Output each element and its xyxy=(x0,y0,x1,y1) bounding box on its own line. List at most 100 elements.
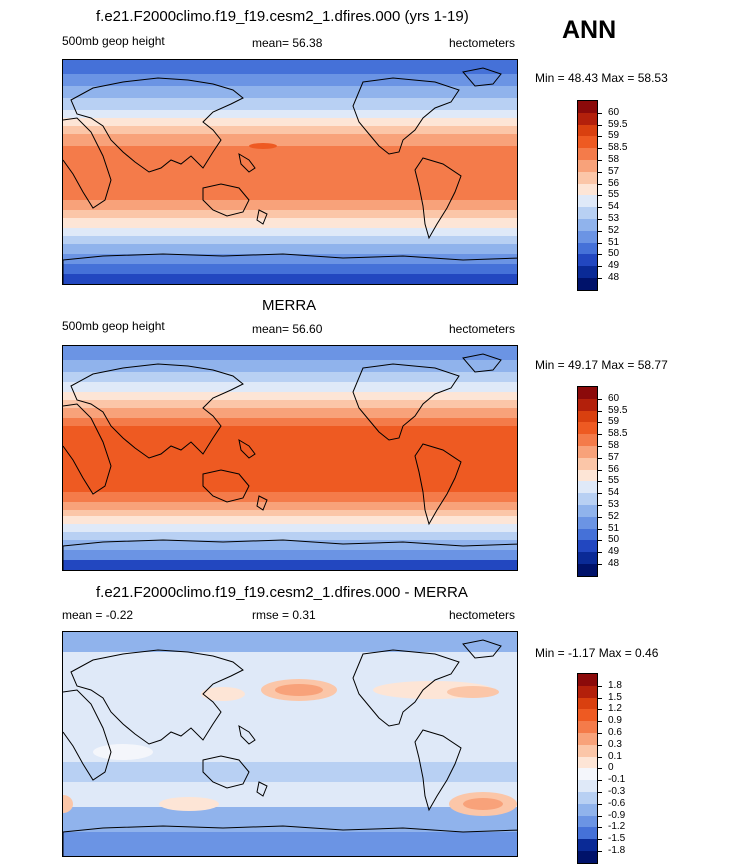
colorbar-swatch xyxy=(578,481,597,494)
colorbar-tick-label: 0.6 xyxy=(608,727,622,738)
panel-2-title: MERRA xyxy=(262,297,317,314)
colorbar-tick xyxy=(597,493,602,495)
panel-2-contour-band xyxy=(63,492,517,502)
panel-3-units-label: hectometers xyxy=(449,608,516,622)
colorbar-swatch xyxy=(578,148,597,161)
panel-3-anomaly-region xyxy=(93,744,153,760)
panel-1-coastline xyxy=(414,157,462,240)
colorbar-tick-label: 0.3 xyxy=(608,738,622,750)
panel-1-contour-band xyxy=(63,274,517,284)
colorbar-tick xyxy=(597,768,602,770)
colorbar-tick-label: -0.6 xyxy=(608,797,626,809)
colorbar-swatch xyxy=(578,803,597,817)
colorbar-tick-label: 48 xyxy=(608,558,620,569)
colorbar-tick xyxy=(597,697,602,699)
panel-3-contour-band xyxy=(63,832,517,856)
colorbar-tick-label: 49 xyxy=(608,260,620,272)
colorbar-tick-label: 59.5 xyxy=(608,404,628,416)
panel-2-coastline xyxy=(63,539,517,570)
panel-2-contour-band xyxy=(63,540,517,550)
colorbar-tick-label: 55 xyxy=(608,475,620,487)
panel-2-contour-band xyxy=(63,524,517,532)
panel-1-coastline xyxy=(63,253,517,284)
colorbar-swatch xyxy=(578,564,597,577)
panel-3-map xyxy=(62,631,518,857)
colorbar-tick xyxy=(597,124,602,126)
colorbar-tick-label: 57 xyxy=(608,165,620,177)
colorbar-tick-label: 0.1 xyxy=(608,750,622,762)
panel-2-colorbar-box xyxy=(577,386,598,577)
panel-3-coastline xyxy=(238,724,256,745)
panel-2-coastline xyxy=(202,469,250,503)
colorbar-swatch xyxy=(578,457,597,471)
colorbar-tick-label: 50 xyxy=(608,534,620,546)
colorbar-tick xyxy=(597,827,602,829)
panel-1-contour-band xyxy=(63,110,517,118)
panel-2-contour-band xyxy=(63,426,517,492)
colorbar-tick xyxy=(597,815,602,817)
panel-1-contour-band xyxy=(63,200,517,210)
colorbar-tick xyxy=(597,242,602,244)
panel-2-contour-band xyxy=(63,400,517,408)
panel-3-anomaly-region xyxy=(201,687,245,701)
panel-1-units-label: hectometers xyxy=(449,36,516,50)
colorbar-tick-label: 59.5 xyxy=(608,118,628,130)
panel-1-variable-label: 500mb geop height xyxy=(62,34,165,48)
colorbar-tick-label: 49 xyxy=(608,546,620,558)
panel-2-map-svg xyxy=(63,346,517,570)
panel-3-contour-band xyxy=(63,652,517,672)
panel-2-contour-band xyxy=(63,502,517,510)
colorbar-tick xyxy=(597,183,602,185)
colorbar-tick xyxy=(597,112,602,114)
colorbar-tick-label: 55 xyxy=(608,189,620,201)
colorbar-tick xyxy=(597,171,602,173)
colorbar-swatch xyxy=(578,254,597,267)
colorbar-tick-label: 60 xyxy=(608,106,620,118)
colorbar-tick-label: -1.2 xyxy=(608,821,626,833)
colorbar-swatch xyxy=(578,780,597,793)
panel-1-minmax-label: Min = 48.43 Max = 58.53 xyxy=(535,71,668,85)
panel-2-coastline xyxy=(352,363,460,441)
panel-3-rmse-label: rmse = 0.31 xyxy=(252,608,316,622)
colorbar-tick xyxy=(597,756,602,758)
colorbar-swatch xyxy=(578,434,597,447)
panel-3-contour-band xyxy=(63,807,517,832)
panel-2-coastline xyxy=(462,353,502,373)
colorbar-swatch xyxy=(578,112,597,126)
colorbar-tick-label: -0.1 xyxy=(608,774,626,786)
colorbar-swatch xyxy=(578,768,597,781)
panel-1-mean-label: mean= 56.38 xyxy=(252,36,323,50)
panel-1-contour-band xyxy=(63,146,517,200)
panel-1-coastline xyxy=(238,152,256,173)
panel-2-contour-band xyxy=(63,418,517,426)
panel-2-coastline xyxy=(63,403,112,495)
panel-1-coastline xyxy=(70,77,244,173)
colorbar-tick-label: 56 xyxy=(608,463,620,475)
panel-1-contour-band xyxy=(63,74,517,86)
colorbar-tick xyxy=(597,780,602,782)
colorbar-swatch xyxy=(578,733,597,746)
colorbar-tick-label: 59 xyxy=(608,130,620,142)
colorbar-swatch xyxy=(578,195,597,208)
panel-1-contour-band xyxy=(63,264,517,274)
colorbar-tick xyxy=(597,207,602,209)
colorbar-tick-label: 0 xyxy=(608,762,614,774)
panel-1-map-svg xyxy=(63,60,517,284)
colorbar-swatch xyxy=(578,721,597,734)
panel-1-contour-band xyxy=(63,236,517,244)
panel-1-contour-band xyxy=(63,98,517,110)
colorbar-tick xyxy=(597,528,602,530)
colorbar-swatch xyxy=(578,505,597,518)
panel-1-contour-band xyxy=(63,218,517,228)
colorbar-tick xyxy=(597,552,602,554)
panel-2-contour-band xyxy=(63,382,517,392)
panel-3-coastline xyxy=(352,649,460,727)
colorbar-tick xyxy=(597,136,602,138)
colorbar-swatch xyxy=(578,183,597,196)
colorbar-tick xyxy=(597,516,602,518)
panel-2-contour-band xyxy=(63,532,517,540)
colorbar-tick xyxy=(597,266,602,268)
panel-3-coastline xyxy=(414,729,462,812)
colorbar-swatch xyxy=(578,446,597,459)
colorbar-tick xyxy=(597,685,602,687)
